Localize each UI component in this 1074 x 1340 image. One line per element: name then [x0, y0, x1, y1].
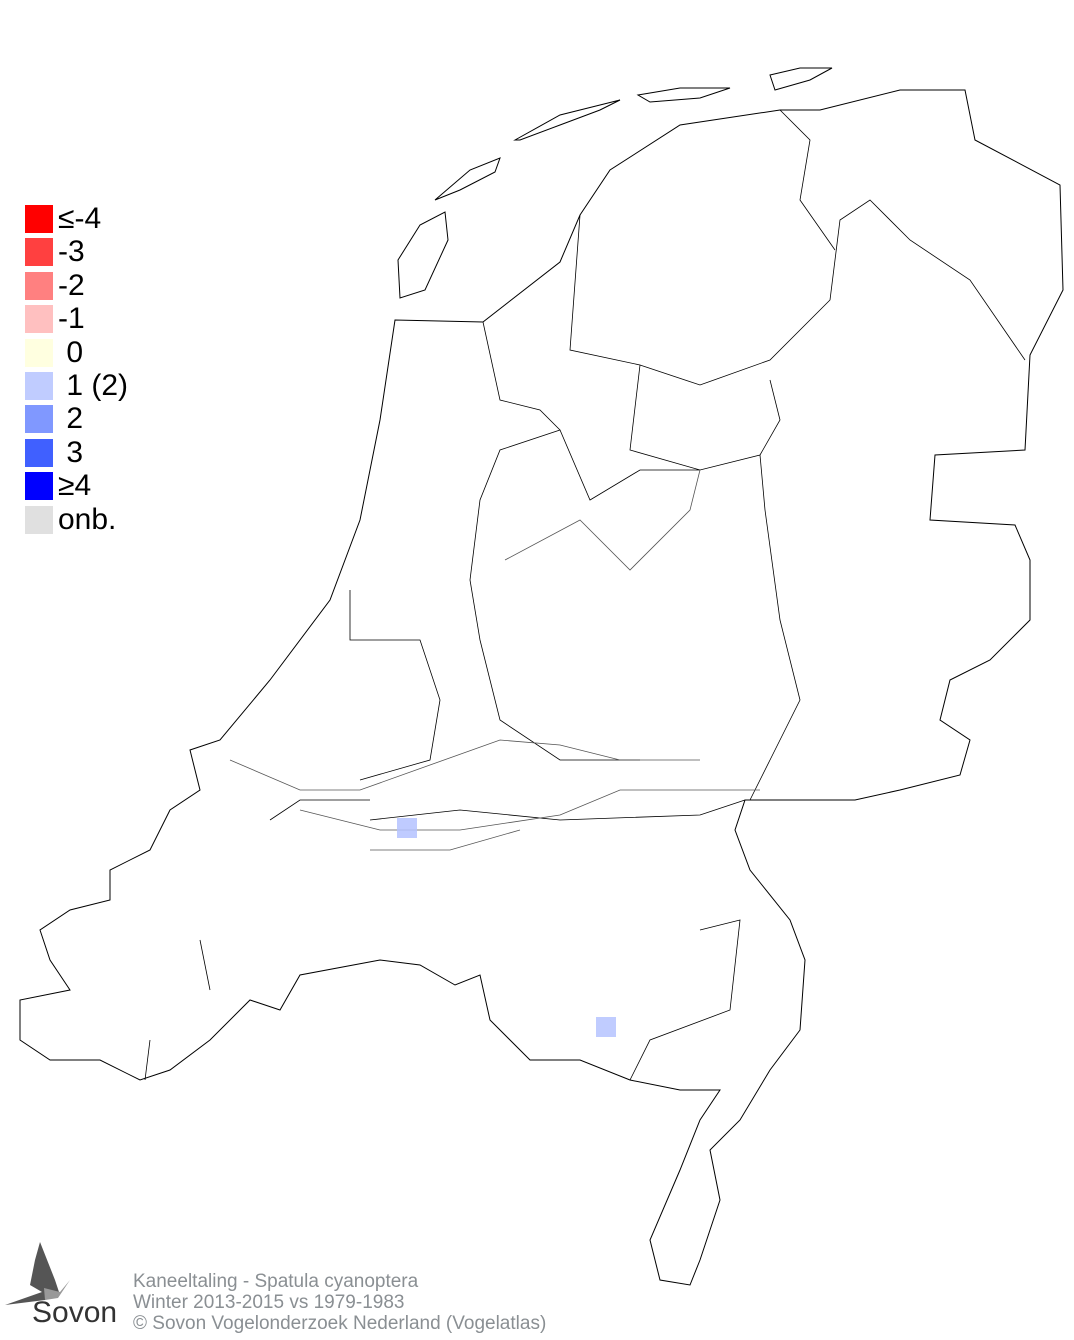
legend-swatch — [25, 305, 53, 334]
legend-label: onb. — [58, 502, 117, 536]
legend-swatch — [25, 238, 53, 267]
island-terschelling — [513, 99, 621, 141]
copyright: © Sovon Vogelonderzoek Nederland (Vogela… — [133, 1313, 547, 1334]
legend-swatch — [25, 371, 53, 400]
mainland-outline — [19, 89, 1064, 1286]
island-vlieland — [434, 157, 501, 201]
legend-label: -3 — [58, 235, 85, 269]
legend-swatch — [25, 472, 53, 501]
legend-label: ≥4 — [58, 469, 92, 503]
legend-label: 1 (2) — [58, 368, 129, 402]
legend-swatch — [25, 405, 53, 434]
species-name: Kaneeltaling - Spatula cyanoptera — [133, 1271, 419, 1292]
legend-label: ≤-4 — [58, 202, 102, 235]
legend-swatch — [25, 338, 53, 367]
grid-cell-change — [397, 818, 417, 838]
island-ameland — [636, 87, 731, 103]
grid-cell-change — [596, 1017, 616, 1037]
period: Winter 2013-2015 vs 1979-1983 — [133, 1292, 405, 1313]
legend-swatch — [25, 205, 53, 233]
province-borders — [144, 109, 1026, 1081]
legend-swatch — [25, 271, 53, 300]
sovon-logo-swallow-icon — [5, 1242, 70, 1305]
island-texel — [397, 211, 449, 299]
rivers — [229, 469, 760, 851]
legend-label: 3 — [58, 435, 84, 469]
legend-swatch — [25, 438, 53, 467]
legend-label: 2 — [58, 402, 84, 436]
legend-label: -1 — [58, 302, 85, 336]
legend-swatch — [25, 505, 53, 534]
map-caption: Kaneeltaling - Spatula cyanoptera Winter… — [133, 1271, 546, 1334]
legend-label: -2 — [58, 268, 85, 302]
legend-label: 0 — [58, 335, 84, 369]
island-schiermonnikoog — [769, 67, 833, 91]
sovon-logo-text: Sovon — [32, 1296, 118, 1329]
